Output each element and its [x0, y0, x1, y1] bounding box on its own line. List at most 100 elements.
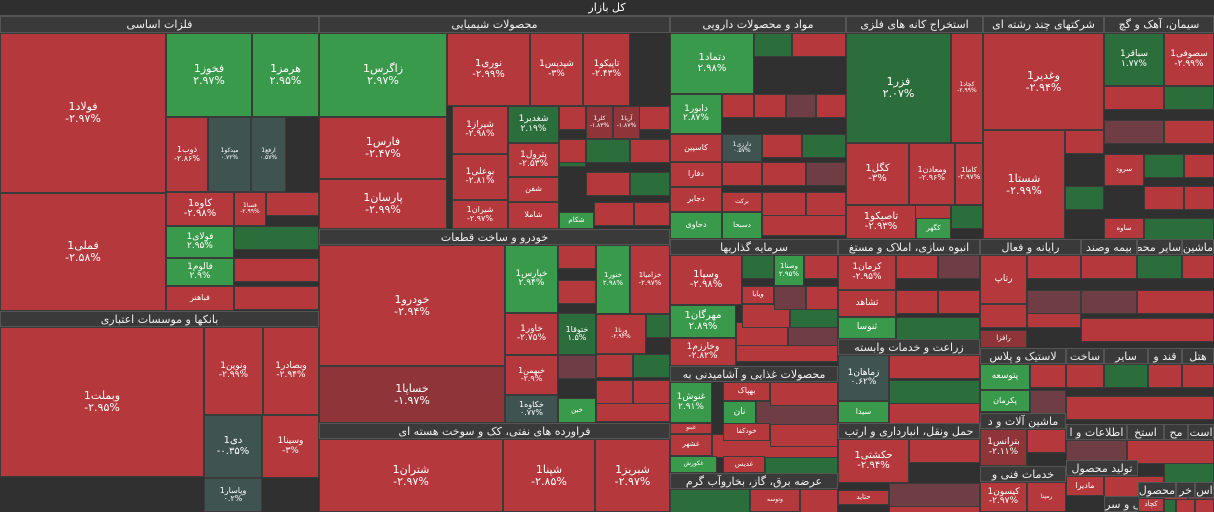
stock-tile[interactable]: ویایا [742, 286, 774, 304]
stock-tile[interactable]: کاما1 -۲.۹۷% [955, 143, 983, 205]
stock-tile[interactable]: رافزا [980, 330, 1027, 348]
minor-stock-tile[interactable] [1104, 120, 1164, 144]
minor-stock-tile[interactable] [1081, 290, 1137, 314]
stock-tile[interactable]: سباقر1 ۱.۷۷% [1104, 33, 1164, 86]
sector-header[interactable]: لاستیک و پلاس [980, 348, 1066, 364]
sector-header[interactable]: ماشین آلات و د [980, 413, 1066, 429]
sector-header[interactable]: رایانه و فعال [980, 239, 1081, 255]
minor-stock-tile[interactable] [754, 94, 786, 118]
minor-stock-tile[interactable] [1182, 255, 1214, 279]
stock-tile[interactable]: شستا1 -۲.۹۹% [983, 130, 1065, 239]
minor-stock-tile[interactable] [559, 106, 586, 130]
minor-stock-tile[interactable] [1065, 130, 1104, 154]
stock-tile[interactable]: دی1 -۰.۳۵% [204, 415, 262, 478]
minor-stock-tile[interactable] [762, 212, 846, 236]
stock-tile[interactable]: هرمز1 ۲.۹۵% [252, 33, 319, 117]
minor-stock-tile[interactable] [633, 380, 670, 404]
minor-stock-tile[interactable] [770, 423, 838, 447]
minor-stock-tile[interactable] [816, 94, 846, 118]
minor-stock-tile[interactable] [889, 401, 980, 425]
stock-tile[interactable]: فالوم1 ۲.۹% [166, 258, 234, 286]
stock-tile[interactable]: غدیس [723, 456, 765, 473]
stock-tile[interactable]: برکت [722, 192, 762, 212]
stock-tile[interactable]: فسا1 -۲.۹۹% [234, 192, 266, 226]
minor-stock-tile[interactable] [1104, 364, 1148, 388]
minor-stock-tile[interactable] [559, 139, 586, 163]
stock-tile[interactable]: ثنوسا [838, 317, 896, 339]
sector-header[interactable]: ماشین آ [1182, 239, 1214, 255]
stock-tile[interactable]: شبریز1 -۲.۹۷% [595, 439, 670, 512]
minor-stock-tile[interactable] [889, 483, 980, 507]
stock-tile[interactable]: کرمان1 -۲.۹۵% [838, 255, 896, 290]
stock-tile[interactable]: کلر1 -۱.۸۳% [586, 106, 613, 139]
stock-tile[interactable]: پارسان1 -۲.۹۹% [319, 179, 447, 229]
stock-tile[interactable]: دحاوی [670, 212, 722, 239]
minor-stock-tile[interactable] [756, 401, 838, 425]
minor-stock-tile[interactable] [1184, 186, 1214, 210]
stock-tile[interactable]: وصنا1 ۲.۹۵% [774, 255, 804, 286]
minor-stock-tile[interactable] [586, 172, 630, 196]
stock-tile[interactable]: فارس1 -۲.۴۷% [319, 117, 447, 179]
minor-stock-tile[interactable] [889, 380, 980, 404]
sector-header[interactable]: سیمان، آهک و گچ [1104, 16, 1214, 33]
stock-tile[interactable]: خبهمن1 -۲.۹% [505, 355, 558, 395]
minor-stock-tile[interactable] [594, 202, 634, 226]
stock-tile[interactable]: شپنا1 -۲.۸۵% [503, 439, 595, 512]
minor-stock-tile[interactable] [1030, 364, 1066, 388]
minor-stock-tile[interactable] [1137, 255, 1182, 279]
minor-stock-tile[interactable] [558, 355, 596, 379]
stock-tile[interactable]: تاپیکو1 -۲.۴۳% [583, 33, 630, 106]
stock-tile[interactable]: خودرو1 -۲.۹۴% [319, 245, 505, 366]
stock-tile[interactable]: کاسپین [670, 134, 722, 162]
minor-stock-tile[interactable] [1164, 120, 1214, 144]
stock-tile[interactable]: تاصیکو1 -۲.۹۳% [846, 205, 916, 239]
sector-header[interactable]: ساخت [1066, 348, 1104, 364]
sector-header[interactable]: سایر محص [1137, 239, 1182, 255]
stock-tile[interactable]: شفن [508, 177, 559, 202]
stock-tile[interactable]: کاوه1 -۲.۹۸% [166, 192, 234, 226]
stock-tile[interactable]: کگل1 -۳% [846, 143, 909, 205]
sector-header[interactable]: شرکتهای چند رشته ای [983, 16, 1104, 33]
minor-stock-tile[interactable] [646, 314, 670, 338]
stock-tile[interactable]: پکرمان [980, 390, 1030, 412]
stock-tile[interactable]: حتاید [838, 490, 889, 505]
stock-tile[interactable]: مادیرا [1066, 476, 1104, 496]
stock-tile[interactable]: بترانس1 -۲.۱۱% [980, 429, 1027, 466]
stock-tile[interactable]: ساوه [1104, 218, 1144, 239]
minor-stock-tile[interactable] [1184, 154, 1214, 178]
sector-header[interactable]: محصولات غذایی و آشامیدنی به [670, 366, 838, 382]
minor-stock-tile[interactable] [1137, 290, 1214, 314]
stock-tile[interactable]: ذوب1 -۲.۸۶% [166, 117, 208, 192]
minor-stock-tile[interactable] [266, 192, 319, 216]
minor-stock-tile[interactable] [938, 255, 980, 279]
minor-stock-tile[interactable] [1144, 154, 1184, 178]
sector-header[interactable]: انبوه سازی، املاک و مستغ [838, 239, 980, 255]
stock-tile[interactable]: خپارس1 ۲.۹۴% [505, 245, 558, 313]
stock-tile[interactable]: شیران1 -۲.۹۷% [452, 200, 508, 229]
sector-header[interactable]: بیمه وصند [1081, 239, 1137, 255]
sector-header[interactable]: استخ [1127, 424, 1164, 440]
stock-tile[interactable]: وسینا1 -۳% [262, 415, 319, 478]
stock-tile[interactable]: زماهان1 ۰.۶۲% [838, 355, 889, 401]
stock-tile[interactable]: فولاد1 -۲.۹۷% [0, 33, 166, 193]
stock-tile[interactable]: زاگرس1 ۲.۹۷% [319, 33, 447, 117]
stock-tile[interactable]: کچاد1 -۲.۹۹% [951, 33, 983, 143]
minor-stock-tile[interactable] [896, 317, 980, 341]
stock-tile[interactable]: آریا1 -۱.۸۷% [613, 106, 640, 139]
sector-header[interactable]: محصولات شیمیایی [319, 16, 670, 33]
stock-tile[interactable]: ختوقا1 ۱.۵% [558, 313, 596, 355]
stock-tile[interactable]: دارزی1 ۰.۵۷% [722, 134, 762, 162]
minor-stock-tile[interactable] [1065, 186, 1104, 210]
stock-tile[interactable]: بهپاک [723, 382, 770, 401]
stock-tile[interactable]: ومعادن1 -۲.۹۶% [909, 143, 955, 205]
stock-tile[interactable]: دتماد1 ۲.۹۸% [670, 33, 754, 94]
stock-tile[interactable]: وپاسار1 ۰.۲% [204, 478, 262, 512]
sector-header[interactable]: سایر [1104, 348, 1148, 364]
stock-tile[interactable]: رتاپ [980, 255, 1027, 304]
sector-header[interactable]: خر [1176, 482, 1195, 498]
sector-header[interactable]: استخراج کانه های فلزی [846, 16, 983, 33]
minor-stock-tile[interactable] [596, 380, 633, 404]
stock-tile[interactable]: شیراز1 -۲.۹۸% [452, 106, 508, 154]
minor-stock-tile[interactable] [802, 134, 846, 158]
sector-header[interactable]: خودرو و ساخت قطعات [319, 229, 670, 245]
